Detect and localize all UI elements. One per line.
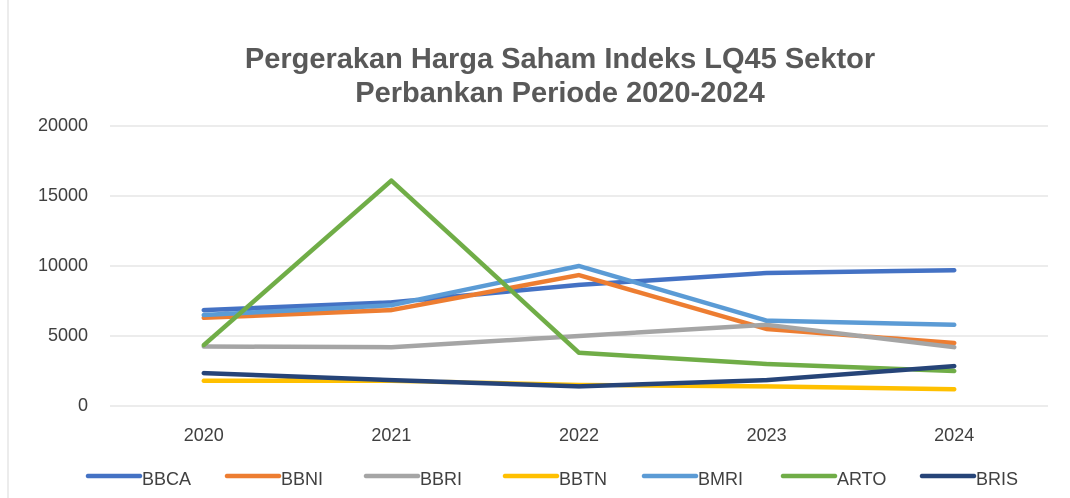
series-line [201,363,957,389]
chart-title: Pergerakan Harga Saham Indeks LQ45 Sekto… [244,43,876,109]
x-tick-label: 2021 [371,425,411,445]
series-line [201,263,957,328]
series-line [201,267,957,313]
x-tick-label: 2024 [934,425,974,445]
y-tick-label: 20000 [38,115,88,135]
legend-label: BBNI [281,469,323,489]
series-line [201,322,957,350]
legend-label: BMRI [698,469,743,489]
y-tick-label: 10000 [38,255,88,275]
x-tick-label: 2023 [747,425,787,445]
legend-label: BBRI [420,469,462,489]
series-line [201,178,957,374]
x-tick-label: 2020 [184,425,224,445]
y-tick-label: 5000 [48,325,88,345]
legend-label: ARTO [837,469,886,489]
y-tick-label: 15000 [38,185,88,205]
y-tick-label: 0 [78,395,88,415]
legend-label: BBTN [559,469,607,489]
x-tick-label: 2022 [559,425,599,445]
legend-label: BBCA [142,469,191,489]
legend-label: BRIS [976,469,1018,489]
